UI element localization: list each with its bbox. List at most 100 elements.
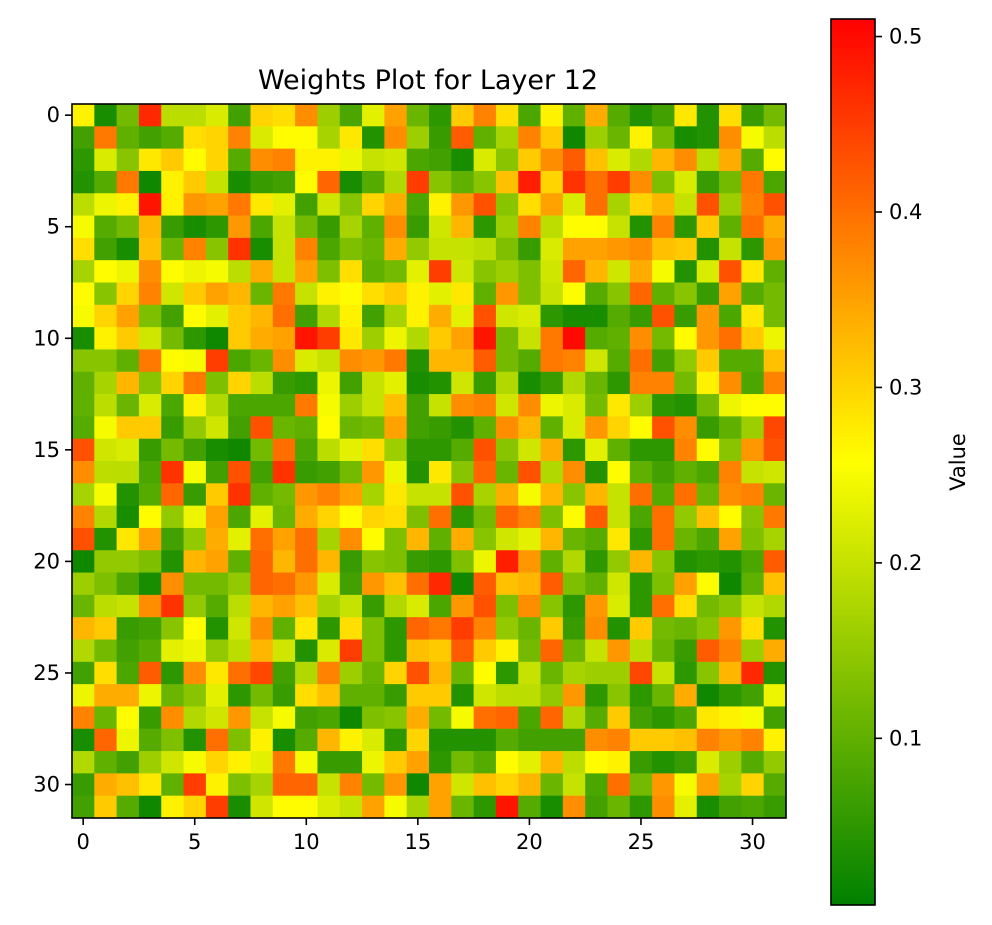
- heatmap-cell: [161, 394, 184, 417]
- heatmap-cell: [696, 148, 720, 172]
- heatmap-cell: [652, 148, 675, 172]
- heatmap-cell: [205, 572, 229, 596]
- heatmap-cell: [540, 461, 564, 484]
- heatmap-cell: [495, 684, 519, 707]
- heatmap-cell: [183, 795, 207, 819]
- heatmap-cell: [138, 572, 162, 596]
- heatmap-cell: [228, 215, 251, 239]
- heatmap-cell: [250, 751, 274, 774]
- heatmap-cell: [540, 550, 564, 573]
- heatmap-cell: [138, 104, 162, 127]
- heatmap-cell: [272, 706, 296, 730]
- heatmap-cell: [362, 170, 385, 194]
- heatmap-cell: [607, 215, 631, 239]
- heatmap-cell: [295, 170, 318, 194]
- x-tick-label: 20: [516, 830, 543, 854]
- heatmap-cell: [741, 237, 765, 261]
- heatmap-cell: [138, 795, 162, 819]
- heatmap-cell: [94, 706, 118, 730]
- y-tick-label: 25: [33, 661, 60, 685]
- heatmap-cell: [629, 349, 653, 373]
- heatmap-cell: [473, 304, 497, 328]
- x-tick-label: 25: [628, 830, 655, 854]
- heatmap-cell: [674, 394, 698, 417]
- heatmap-cell: [518, 170, 541, 194]
- heatmap-cell: [741, 639, 765, 663]
- heatmap-cell: [741, 773, 765, 797]
- heatmap-cell: [629, 773, 653, 797]
- heatmap-cell: [161, 193, 184, 216]
- heatmap-cell: [696, 461, 720, 484]
- heatmap-cell: [451, 795, 475, 819]
- heatmap-cell: [652, 193, 675, 216]
- heatmap-cell: [652, 661, 675, 685]
- heatmap-cell: [250, 349, 274, 373]
- heatmap-cell: [183, 438, 207, 462]
- heatmap-cell: [250, 706, 274, 730]
- heatmap-cell: [295, 394, 318, 417]
- heatmap-cell: [406, 193, 430, 216]
- heatmap-cell: [629, 237, 653, 261]
- heatmap-cell: [429, 795, 452, 819]
- heatmap-cell: [518, 304, 541, 328]
- heatmap-cell: [719, 617, 742, 640]
- heatmap-cell: [429, 572, 452, 596]
- heatmap-cell: [138, 170, 162, 194]
- heatmap-cell: [317, 260, 341, 283]
- heatmap-cell: [362, 215, 385, 239]
- heatmap-cell: [161, 438, 184, 462]
- heatmap-cell: [317, 617, 341, 640]
- heatmap-cell: [719, 773, 742, 797]
- heatmap-cell: [339, 438, 363, 462]
- heatmap-cell: [719, 237, 742, 261]
- heatmap-cell: [94, 773, 118, 797]
- heatmap-cell: [116, 639, 140, 663]
- heatmap-cell: [138, 193, 162, 216]
- heatmap-cell: [228, 304, 251, 328]
- heatmap-cell: [763, 438, 787, 462]
- heatmap-cell: [674, 684, 698, 707]
- heatmap-cell: [183, 416, 207, 440]
- heatmap-cell: [384, 327, 408, 350]
- heatmap-cell: [94, 639, 118, 663]
- heatmap-cell: [116, 728, 140, 752]
- heatmap-cell: [585, 728, 608, 752]
- heatmap-cell: [116, 237, 140, 261]
- heatmap-cell: [629, 572, 653, 596]
- heatmap-cell: [205, 461, 229, 484]
- heatmap-cell: [629, 304, 653, 328]
- heatmap-cell: [161, 527, 184, 551]
- heatmap-cell: [362, 728, 385, 752]
- heatmap-cell: [719, 483, 742, 507]
- heatmap-cell: [272, 371, 296, 395]
- heatmap-cell: [719, 527, 742, 551]
- heatmap-cell: [317, 661, 341, 685]
- heatmap-cell: [94, 617, 118, 640]
- heatmap-cell: [763, 282, 787, 306]
- heatmap-cell: [518, 751, 541, 774]
- heatmap-cell: [629, 505, 653, 529]
- heatmap-cell: [429, 104, 452, 127]
- heatmap-cell: [562, 751, 586, 774]
- heatmap-cell: [161, 170, 184, 194]
- heatmap-cell: [652, 527, 675, 551]
- heatmap-cell: [696, 260, 720, 283]
- heatmap-cell: [272, 126, 296, 150]
- heatmap-cell: [719, 550, 742, 573]
- heatmap-cell: [451, 237, 475, 261]
- heatmap-cell: [518, 193, 541, 216]
- heatmap-cell: [585, 617, 608, 640]
- heatmap-cell: [607, 527, 631, 551]
- heatmap-cell: [205, 237, 229, 261]
- heatmap-cell: [384, 215, 408, 239]
- heatmap-cell: [72, 661, 95, 685]
- heatmap-cell: [317, 148, 341, 172]
- heatmap-cell: [228, 126, 251, 150]
- heatmap-cell: [429, 684, 452, 707]
- heatmap-cell: [652, 237, 675, 261]
- heatmap-cell: [339, 126, 363, 150]
- heatmap-cell: [228, 550, 251, 573]
- heatmap-cell: [116, 416, 140, 440]
- heatmap-cell: [116, 104, 140, 127]
- heatmap-cell: [451, 282, 475, 306]
